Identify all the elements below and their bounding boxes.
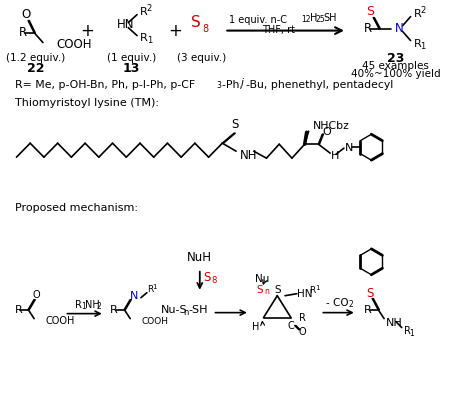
Text: H: H <box>331 151 339 161</box>
Text: i: i <box>241 79 244 88</box>
Text: S: S <box>367 287 374 300</box>
Text: 2: 2 <box>420 6 426 15</box>
Text: n: n <box>264 287 269 296</box>
Text: SH: SH <box>323 13 337 22</box>
Text: 12: 12 <box>301 15 310 24</box>
Text: 1: 1 <box>420 42 426 51</box>
Text: 8: 8 <box>202 24 209 34</box>
Text: C: C <box>288 321 294 330</box>
Text: R: R <box>413 9 421 19</box>
Text: R: R <box>413 38 421 49</box>
Text: R: R <box>140 7 148 17</box>
Text: 1: 1 <box>153 284 157 290</box>
Text: NHCbz: NHCbz <box>312 121 349 131</box>
Text: R: R <box>146 285 153 294</box>
Text: R: R <box>364 305 371 315</box>
Text: (1.2 equiv.): (1.2 equiv.) <box>7 54 66 63</box>
Text: R: R <box>75 300 82 310</box>
Text: 40%~100% yield: 40%~100% yield <box>351 70 441 79</box>
Text: -Bu, phenethyl, pentadecyl: -Bu, phenethyl, pentadecyl <box>246 81 393 90</box>
Text: COOH: COOH <box>46 316 75 326</box>
Text: HN: HN <box>297 289 312 299</box>
Text: 25: 25 <box>316 15 325 24</box>
Text: 1: 1 <box>410 329 414 338</box>
Text: HN: HN <box>117 18 134 31</box>
Text: 1: 1 <box>81 302 86 311</box>
Text: (3 equiv.): (3 equiv.) <box>177 54 227 63</box>
Text: 45 examples: 45 examples <box>363 61 429 72</box>
Text: S: S <box>231 118 239 131</box>
Text: R: R <box>299 312 306 323</box>
Text: COOH: COOH <box>57 38 92 51</box>
Text: 23: 23 <box>387 52 404 65</box>
Text: n: n <box>183 308 189 317</box>
Text: R: R <box>310 286 316 295</box>
Text: R: R <box>364 22 372 35</box>
Text: R= Me, p-OH-Bn, Ph, p-I-Ph, p-CF: R= Me, p-OH-Bn, Ph, p-I-Ph, p-CF <box>15 81 195 90</box>
Text: N: N <box>130 291 138 301</box>
Text: 2: 2 <box>97 302 101 311</box>
Text: Nu: Nu <box>255 274 270 284</box>
Text: S: S <box>191 15 201 30</box>
Text: N: N <box>345 143 353 153</box>
Text: O: O <box>322 127 331 137</box>
Text: 8: 8 <box>211 276 217 285</box>
Text: 3: 3 <box>217 81 221 90</box>
Text: THF, rt: THF, rt <box>262 25 294 35</box>
Text: NH: NH <box>386 318 403 328</box>
Text: O: O <box>299 326 307 337</box>
Text: S: S <box>274 285 281 295</box>
Text: H: H <box>310 13 317 22</box>
Text: 2: 2 <box>147 4 152 13</box>
Text: +: + <box>80 22 94 40</box>
Text: - CO: - CO <box>326 298 349 308</box>
Text: O: O <box>32 290 40 300</box>
Text: 1: 1 <box>147 36 152 45</box>
Text: COOH: COOH <box>142 317 169 326</box>
Text: (1 equiv.): (1 equiv.) <box>107 54 156 63</box>
Text: R: R <box>109 305 118 315</box>
Text: S: S <box>256 285 263 295</box>
Text: Thiomyristoyl lysine (TM):: Thiomyristoyl lysine (TM): <box>15 98 158 108</box>
Text: R: R <box>18 26 27 39</box>
Text: S: S <box>366 5 374 18</box>
Text: NuH: NuH <box>187 251 212 264</box>
Text: -SH: -SH <box>188 305 208 315</box>
Text: 2: 2 <box>349 300 354 309</box>
Text: O: O <box>22 8 31 21</box>
Text: R: R <box>15 305 22 315</box>
Text: N: N <box>395 22 404 35</box>
Text: R: R <box>140 33 148 43</box>
Text: S: S <box>204 271 211 284</box>
Text: 22: 22 <box>27 62 45 75</box>
Text: -Ph,: -Ph, <box>222 81 246 90</box>
Text: +: + <box>168 22 182 40</box>
Text: R: R <box>404 326 410 335</box>
Text: 13: 13 <box>122 62 140 75</box>
Text: 1 equiv. n-C: 1 equiv. n-C <box>229 15 287 25</box>
Text: H: H <box>252 321 259 332</box>
Text: Nu-S: Nu-S <box>161 305 187 315</box>
Text: Proposed mechanism:: Proposed mechanism: <box>15 203 137 213</box>
Text: NH: NH <box>240 148 257 162</box>
Text: NH: NH <box>85 300 100 310</box>
Text: 1: 1 <box>316 285 320 291</box>
